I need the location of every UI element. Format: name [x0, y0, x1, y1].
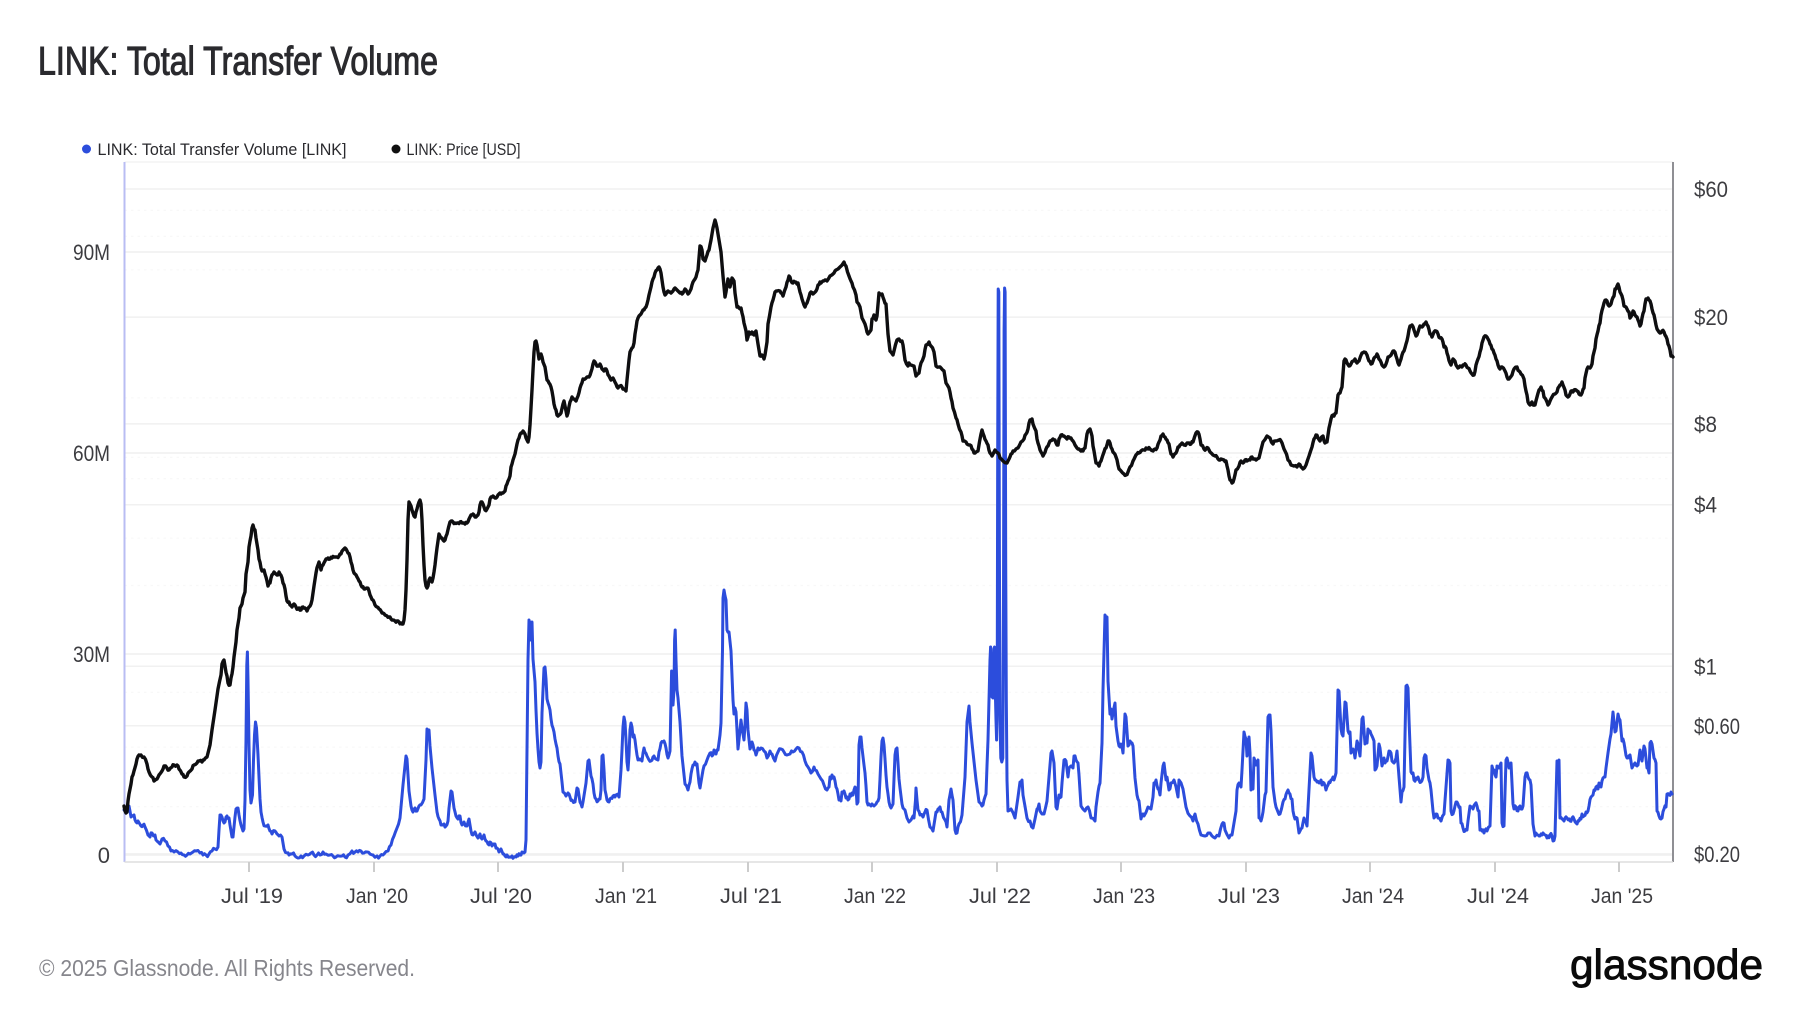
svg-text:Jul '19: Jul '19	[221, 884, 283, 908]
svg-text:$20: $20	[1694, 305, 1728, 330]
svg-text:Jan '21: Jan '21	[595, 884, 657, 908]
svg-text:© 2025 Glassnode. All Rights R: © 2025 Glassnode. All Rights Reserved.	[39, 955, 415, 981]
svg-text:0: 0	[98, 843, 110, 868]
svg-text:$4: $4	[1694, 493, 1717, 518]
svg-text:$60: $60	[1694, 177, 1728, 202]
svg-text:Jul '24: Jul '24	[1467, 884, 1529, 908]
svg-text:$8: $8	[1694, 412, 1717, 437]
svg-text:60M: 60M	[73, 441, 110, 466]
svg-text:Jan '23: Jan '23	[1093, 884, 1155, 908]
svg-text:LINK: Total Transfer Volume [L: LINK: Total Transfer Volume [LINK]	[98, 141, 347, 159]
svg-text:LINK: Total Transfer Volume: LINK: Total Transfer Volume	[38, 40, 438, 84]
svg-text:Jan '22: Jan '22	[844, 884, 906, 908]
svg-text:Jan '20: Jan '20	[346, 884, 408, 908]
svg-text:Jul '20: Jul '20	[470, 884, 532, 908]
svg-text:$1: $1	[1694, 654, 1717, 679]
svg-text:90M: 90M	[73, 240, 110, 265]
svg-text:Jul '22: Jul '22	[969, 884, 1031, 908]
svg-text:glassnode: glassnode	[1570, 941, 1763, 988]
svg-text:$0.60: $0.60	[1694, 714, 1740, 739]
svg-text:30M: 30M	[73, 642, 110, 667]
svg-text:Jan '25: Jan '25	[1591, 884, 1653, 908]
svg-text:LINK: Price [USD]: LINK: Price [USD]	[407, 141, 521, 159]
svg-text:$0.20: $0.20	[1694, 842, 1740, 867]
svg-text:Jan '24: Jan '24	[1342, 884, 1404, 908]
svg-text:Jul '23: Jul '23	[1218, 884, 1280, 908]
svg-text:Jul '21: Jul '21	[720, 884, 782, 908]
